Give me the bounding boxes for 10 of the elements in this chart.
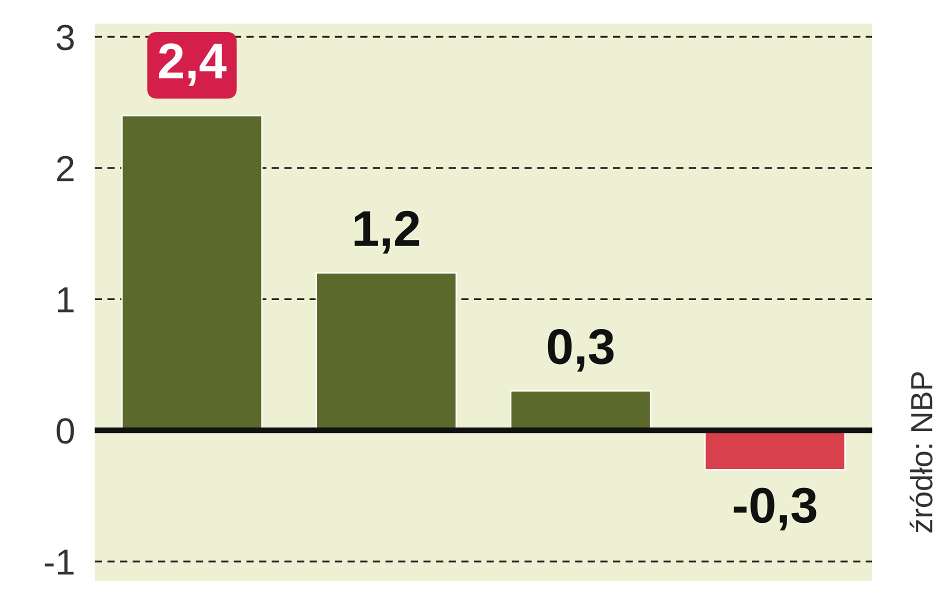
text: źródło: NBP <box>910 372 932 532</box>
y-tick-label: 1 <box>58 287 74 312</box>
data-label: 1,2 <box>354 210 420 254</box>
y-tick-label: 2 <box>57 156 74 182</box>
y-tick-label: 3 <box>56 24 74 50</box>
data-label: 2,4 <box>158 43 226 86</box>
y-tick-label: -1 <box>44 550 74 575</box>
data-label: 0,3 <box>548 328 614 372</box>
data-label: -0,3 <box>734 488 816 530</box>
y-tick-label: 0 <box>56 418 74 444</box>
